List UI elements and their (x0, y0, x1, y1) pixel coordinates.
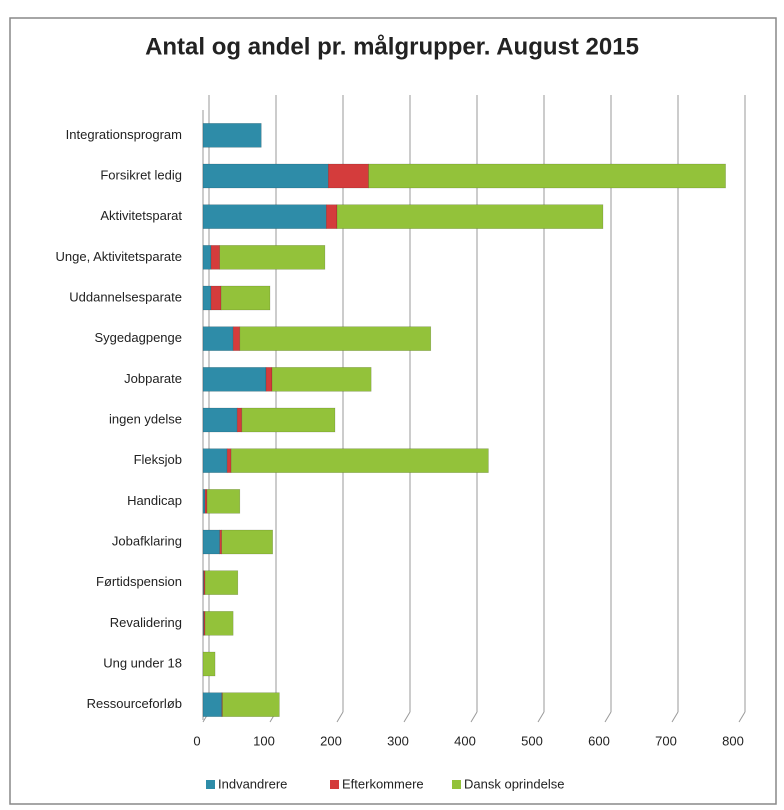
bar-segment (222, 692, 280, 717)
bar-segment (271, 367, 372, 392)
bar-segment (204, 611, 234, 636)
chart-title: Antal og andel pr. målgrupper. August 20… (145, 33, 639, 60)
y-tick-label: Ung under 18 (103, 655, 182, 670)
legend-label: Efterkommere (342, 776, 424, 791)
bar-segment (202, 326, 234, 351)
bar-segment (202, 123, 262, 148)
bar-segment (202, 448, 228, 473)
bar-segment (202, 285, 212, 311)
y-tick-label: Integrationsprogram (66, 127, 182, 142)
bar-segment (326, 204, 338, 229)
legend-swatch (330, 780, 339, 789)
bar-segment (219, 529, 223, 555)
x-tick (738, 711, 746, 723)
bar-segment (226, 448, 232, 473)
bar-segment (232, 326, 241, 351)
x-tick-label: 300 (387, 733, 409, 748)
chart-frame (9, 17, 777, 805)
y-tick-label: Uddannelsesparate (69, 289, 182, 304)
legend-swatch (452, 780, 461, 789)
x-tick (403, 711, 411, 723)
bar-segment (202, 245, 212, 270)
y-tick-label: Handicap (127, 493, 182, 508)
bar-segment (202, 163, 329, 189)
bar-segment (202, 204, 327, 229)
y-tick-label: Førtidspension (96, 574, 182, 589)
bar-segment (204, 489, 208, 514)
x-tick (537, 711, 545, 723)
x-tick-label: 200 (320, 733, 342, 748)
bar-segment (210, 245, 220, 270)
legend-label: Dansk oprindelse (464, 776, 564, 791)
x-tick-label: 400 (454, 733, 476, 748)
bar-segment (368, 163, 726, 189)
bar-segment (210, 285, 222, 311)
bar-segment (202, 529, 220, 555)
y-tick-label: Ressourceforløb (87, 696, 182, 711)
bar-segment (230, 448, 489, 473)
bar-segment (221, 529, 273, 555)
x-tick-label: 100 (253, 733, 275, 748)
y-tick-label: Fleksjob (134, 452, 182, 467)
bar-segment (202, 407, 238, 433)
x-tick-label: 600 (588, 733, 610, 748)
legend-label: Indvandrere (218, 776, 287, 791)
bar-segment (336, 204, 604, 229)
y-tick-label: Forsikret ledig (100, 167, 182, 182)
y-tick-label: Unge, Aktivitetsparate (56, 249, 182, 264)
x-tick-label: 500 (521, 733, 543, 748)
bar-segment (206, 489, 241, 514)
bar-segment (220, 285, 271, 311)
bar-segment (202, 489, 206, 514)
bar-segment (241, 407, 336, 433)
x-tick (470, 711, 478, 723)
bar-segment (204, 570, 239, 595)
bar-segment (239, 326, 432, 351)
x-tick-label: 0 (193, 733, 200, 748)
y-tick-label: Sygedagpenge (95, 330, 182, 345)
legend-swatch (206, 780, 215, 789)
x-tick-label: 800 (722, 733, 744, 748)
bar-segment (265, 367, 273, 392)
x-tick-label: 700 (655, 733, 677, 748)
y-tick-label: Jobafklaring (112, 533, 182, 548)
x-tick (671, 711, 679, 723)
bar-segment (202, 651, 216, 677)
bar-segment (202, 367, 267, 392)
bar-segment (219, 245, 326, 270)
x-tick (604, 711, 612, 723)
bar-segment (236, 407, 243, 433)
y-tick-label: ingen ydelse (109, 411, 182, 426)
y-tick-label: Aktivitetsparat (100, 208, 182, 223)
x-tick (336, 711, 344, 723)
y-tick-label: Revalidering (110, 615, 182, 630)
y-tick-label: Jobparate (124, 371, 182, 386)
bar-segment (328, 163, 369, 189)
bar-segment (202, 692, 223, 717)
